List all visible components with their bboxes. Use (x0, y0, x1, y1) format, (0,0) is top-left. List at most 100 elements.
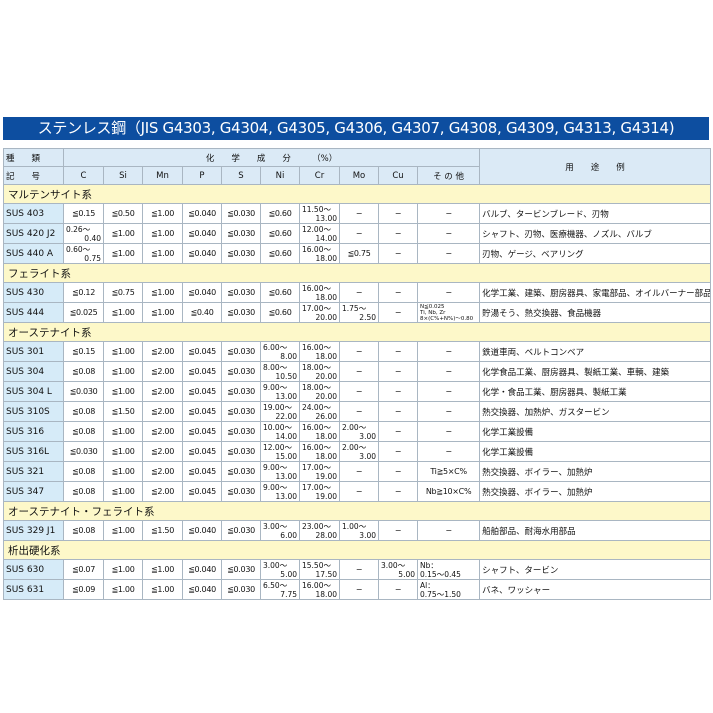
range-cell: 18.00～ 20.00 (299, 361, 340, 382)
range-cell: 15.50～ 17.50 (299, 559, 340, 580)
value-cell: ≦0.045 (182, 481, 222, 502)
grade-name: SUS 304 (3, 361, 64, 382)
value-cell: ≦2.00 (142, 401, 183, 422)
value-cell: ≦2.00 (142, 381, 183, 402)
other-line: 8×(C%+N%)～0.80 (420, 315, 474, 322)
range-max: 13.00 (275, 391, 297, 401)
value-cell: ≦1.00 (103, 341, 143, 362)
range-max: 20.00 (315, 371, 337, 381)
range-cell: 16.00～ 18.00 (299, 282, 340, 303)
value-cell: − (339, 401, 379, 422)
value-cell: ≦0.030 (221, 559, 261, 580)
range-max: 15.00 (275, 451, 297, 461)
grade-name: SUS 329 J1 (3, 520, 64, 541)
grade-name: SUS 301 (3, 341, 64, 362)
range-max: 8.00 (280, 351, 297, 361)
section-label: マルテンサイト系 (3, 184, 711, 204)
range-min: 1.00～ (342, 521, 367, 531)
value-cell: ≦0.40 (182, 302, 222, 323)
range-cell: 24.00～ 26.00 (299, 401, 340, 422)
value-cell: ≦2.00 (142, 341, 183, 362)
range-min: 10.00～ (263, 422, 292, 432)
range-cell: 16.00～ 18.00 (299, 341, 340, 362)
value-cell: ≦2.00 (142, 421, 183, 442)
section-label: オーステナイト・フェライト系 (3, 501, 711, 521)
table-row: SUS 329 J1 ≦0.08 ≦1.00 ≦1.50 ≦0.040 ≦0.030 3.0… (3, 520, 711, 541)
value-cell: − (416, 441, 481, 462)
range-max: 3.00 (359, 431, 376, 441)
col-header-3: P (182, 166, 222, 185)
range-max: 3.00 (359, 451, 376, 461)
grade-name: SUS 310S (3, 401, 64, 422)
range-min: 9.00～ (263, 462, 288, 472)
range-min: 24.00～ (302, 402, 331, 412)
section-row: フェライト系 (3, 263, 711, 283)
table-row: SUS 310S ≦0.08 ≦1.50 ≦2.00 ≦0.045 ≦0.030 19.00… (3, 401, 711, 422)
value-cell: ≦1.00 (142, 579, 183, 600)
value-cell: ≦0.60 (260, 223, 300, 244)
value-cell: ≦0.60 (260, 282, 300, 303)
value-cell: ≦0.08 (63, 401, 104, 422)
value-cell: − (416, 520, 481, 541)
value-cell: ≦1.00 (103, 461, 143, 482)
other-line: Nb： (420, 560, 438, 570)
range-min: 15.50～ (302, 560, 331, 570)
value-cell: ≦0.60 (260, 302, 300, 323)
value-cell: ≦1.00 (103, 441, 143, 462)
value-cell: − (416, 361, 481, 382)
range-cell: 17.00～ 19.00 (299, 461, 340, 482)
range-max: 13.00 (315, 213, 337, 223)
value-cell: ≦1.00 (142, 302, 183, 323)
value-cell: − (378, 421, 418, 442)
grade-name: SUS 440 A (3, 243, 64, 264)
use-cell: シャフト、刃物、医療機器、ノズル、バルブ (479, 223, 711, 244)
range-min: 16.00～ (302, 580, 331, 590)
range-min: 18.00～ (302, 382, 331, 392)
range-min: 16.00～ (302, 244, 331, 254)
table-row: SUS 316L ≦0.030 ≦1.00 ≦2.00 ≦0.045 ≦0.030 12.0… (3, 441, 711, 462)
type-header: 種 類 (3, 148, 64, 167)
value-cell: − (378, 481, 418, 502)
col-header-7: Mo (339, 166, 379, 185)
range-cell: 19.00～ 22.00 (260, 401, 300, 422)
value-cell: − (378, 282, 418, 303)
value-cell: ≦1.00 (103, 421, 143, 442)
value-cell: ≦0.030 (221, 461, 261, 482)
range-min: 1.75～ (342, 303, 367, 313)
range-cell: 0.26～ 0.40 (63, 223, 104, 244)
range-min: 12.00～ (302, 224, 331, 234)
section-row: オーステナイト・フェライト系 (3, 501, 711, 521)
value-cell: ≦0.040 (182, 223, 222, 244)
value-cell: ≦1.00 (142, 282, 183, 303)
range-max: 18.00 (315, 451, 337, 461)
other-line: 0.15～0.45 (420, 569, 461, 579)
use-cell: 熱交換器、加熱炉、ガスタービン (479, 401, 711, 422)
value-cell: ≦0.09 (63, 579, 104, 600)
value-cell: ≦0.030 (221, 302, 261, 323)
range-cell: 8.00～ 10.50 (260, 361, 300, 382)
value-cell: ≦1.00 (103, 559, 143, 580)
range-max: 5.00 (398, 569, 415, 579)
range-cell: 16.00～ 18.00 (299, 421, 340, 442)
range-cell: 11.50～ 13.00 (299, 203, 340, 224)
other-line: Ti, Nb, Zr (420, 309, 446, 316)
range-min: 17.00～ (302, 303, 331, 313)
range-cell: 9.00～ 13.00 (260, 481, 300, 502)
range-max: 20.00 (315, 391, 337, 401)
value-cell: ≦1.00 (142, 223, 183, 244)
value-cell: ≦0.030 (221, 520, 261, 541)
range-cell: 16.00～ 18.00 (299, 441, 340, 462)
range-min: 9.00～ (263, 382, 288, 392)
other-line: N≦0.025 (420, 303, 445, 310)
table-row: SUS 304 L ≦0.030 ≦1.00 ≦2.00 ≦0.045 ≦0.030 9.0… (3, 381, 711, 402)
value-cell: ≦1.00 (103, 243, 143, 264)
value-cell: ≦0.15 (63, 203, 104, 224)
value-cell: ≦0.030 (221, 282, 261, 303)
value-cell: ≦2.00 (142, 461, 183, 482)
range-max: 19.00 (315, 471, 337, 481)
value-cell: ≦0.045 (182, 461, 222, 482)
range-max: 7.75 (280, 589, 297, 599)
col-header-0: C (63, 166, 104, 185)
range-cell: 12.00～ 14.00 (299, 223, 340, 244)
value-cell: ≦0.030 (221, 361, 261, 382)
